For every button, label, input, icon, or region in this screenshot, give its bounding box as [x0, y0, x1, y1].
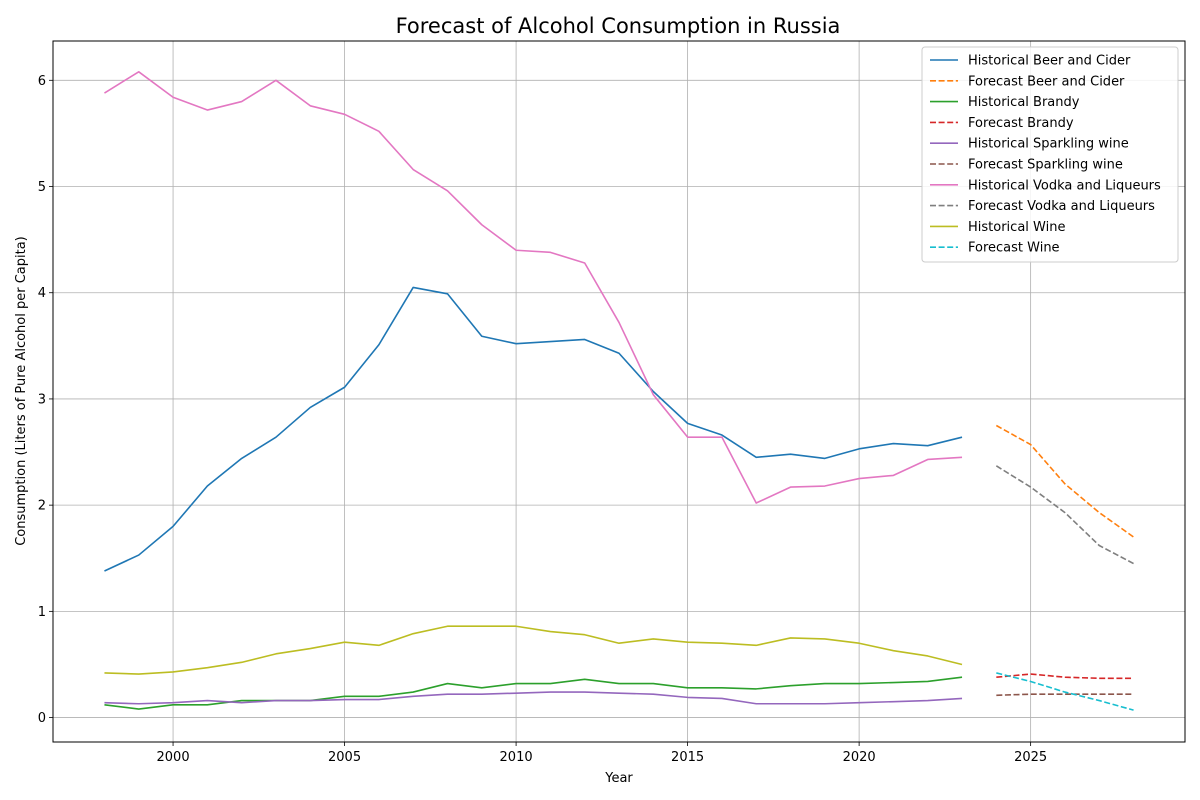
series-line-historical-sparkling-wine: [104, 691, 963, 705]
x-axis-label: Year: [604, 771, 633, 786]
plot-frame: [52, 40, 1186, 743]
series-line-historical-brandy: [104, 676, 963, 710]
legend-label: Historical Vodka and Liqueurs: [968, 178, 1161, 193]
y-tick-label: 0: [38, 711, 46, 726]
series-line-forecast-beer-and-cider: [995, 424, 1135, 538]
legend-label: Forecast Wine: [968, 241, 1060, 256]
x-tick-label: 2015: [671, 750, 704, 765]
legend-label: Forecast Brandy: [968, 116, 1074, 131]
series-line-historical-beer-and-cider: [104, 286, 963, 572]
axis-ticks: 2000 2005 2010 2015 2020 2025 0 1 2 3 4 5 6: [38, 74, 1047, 765]
legend: Historical Beer and Cider Forecast Beer a…: [921, 46, 1179, 263]
y-tick-label: 1: [38, 605, 46, 620]
legend-frame: [921, 46, 1179, 263]
x-tick-label: 2025: [1014, 750, 1047, 765]
legend-label: Historical Sparkling wine: [968, 137, 1129, 152]
series-line-forecast-brandy: [996, 673, 1134, 680]
y-tick-label: 4: [38, 286, 46, 301]
legend-label: Historical Wine: [968, 220, 1065, 235]
y-tick-label: 5: [38, 180, 46, 195]
y-axis-label: Consumption (Liters of Pure Alcohol per …: [14, 236, 29, 546]
y-tick-label: 3: [38, 392, 46, 407]
series-line-forecast-wine: [996, 672, 1134, 711]
x-tick-label: 2020: [843, 750, 876, 765]
legend-label: Historical Beer and Cider: [968, 54, 1131, 69]
legend-label: Historical Brandy: [968, 95, 1080, 110]
legend-label: Forecast Beer and Cider: [968, 74, 1125, 89]
x-tick-label: 2000: [157, 750, 190, 765]
grid: [53, 41, 1185, 742]
x-tick-label: 2005: [328, 750, 361, 765]
series-line-forecast-vodka-and-liqueurs: [995, 465, 1134, 565]
x-tick-label: 2010: [500, 750, 533, 765]
legend-label: Forecast Vodka and Liqueurs: [968, 199, 1155, 214]
legend-label: Forecast Sparkling wine: [968, 158, 1123, 173]
y-tick-label: 6: [38, 74, 46, 89]
chart-title: Forecast of Alcohol Consumption in Russi…: [396, 14, 841, 38]
series-line-forecast-sparkling-wine: [996, 693, 1134, 697]
series-line-historical-vodka-and-liqueurs: [104, 71, 963, 504]
series-lines: [104, 71, 1135, 711]
series-line-historical-wine: [104, 625, 963, 675]
y-tick-label: 2: [38, 499, 46, 514]
